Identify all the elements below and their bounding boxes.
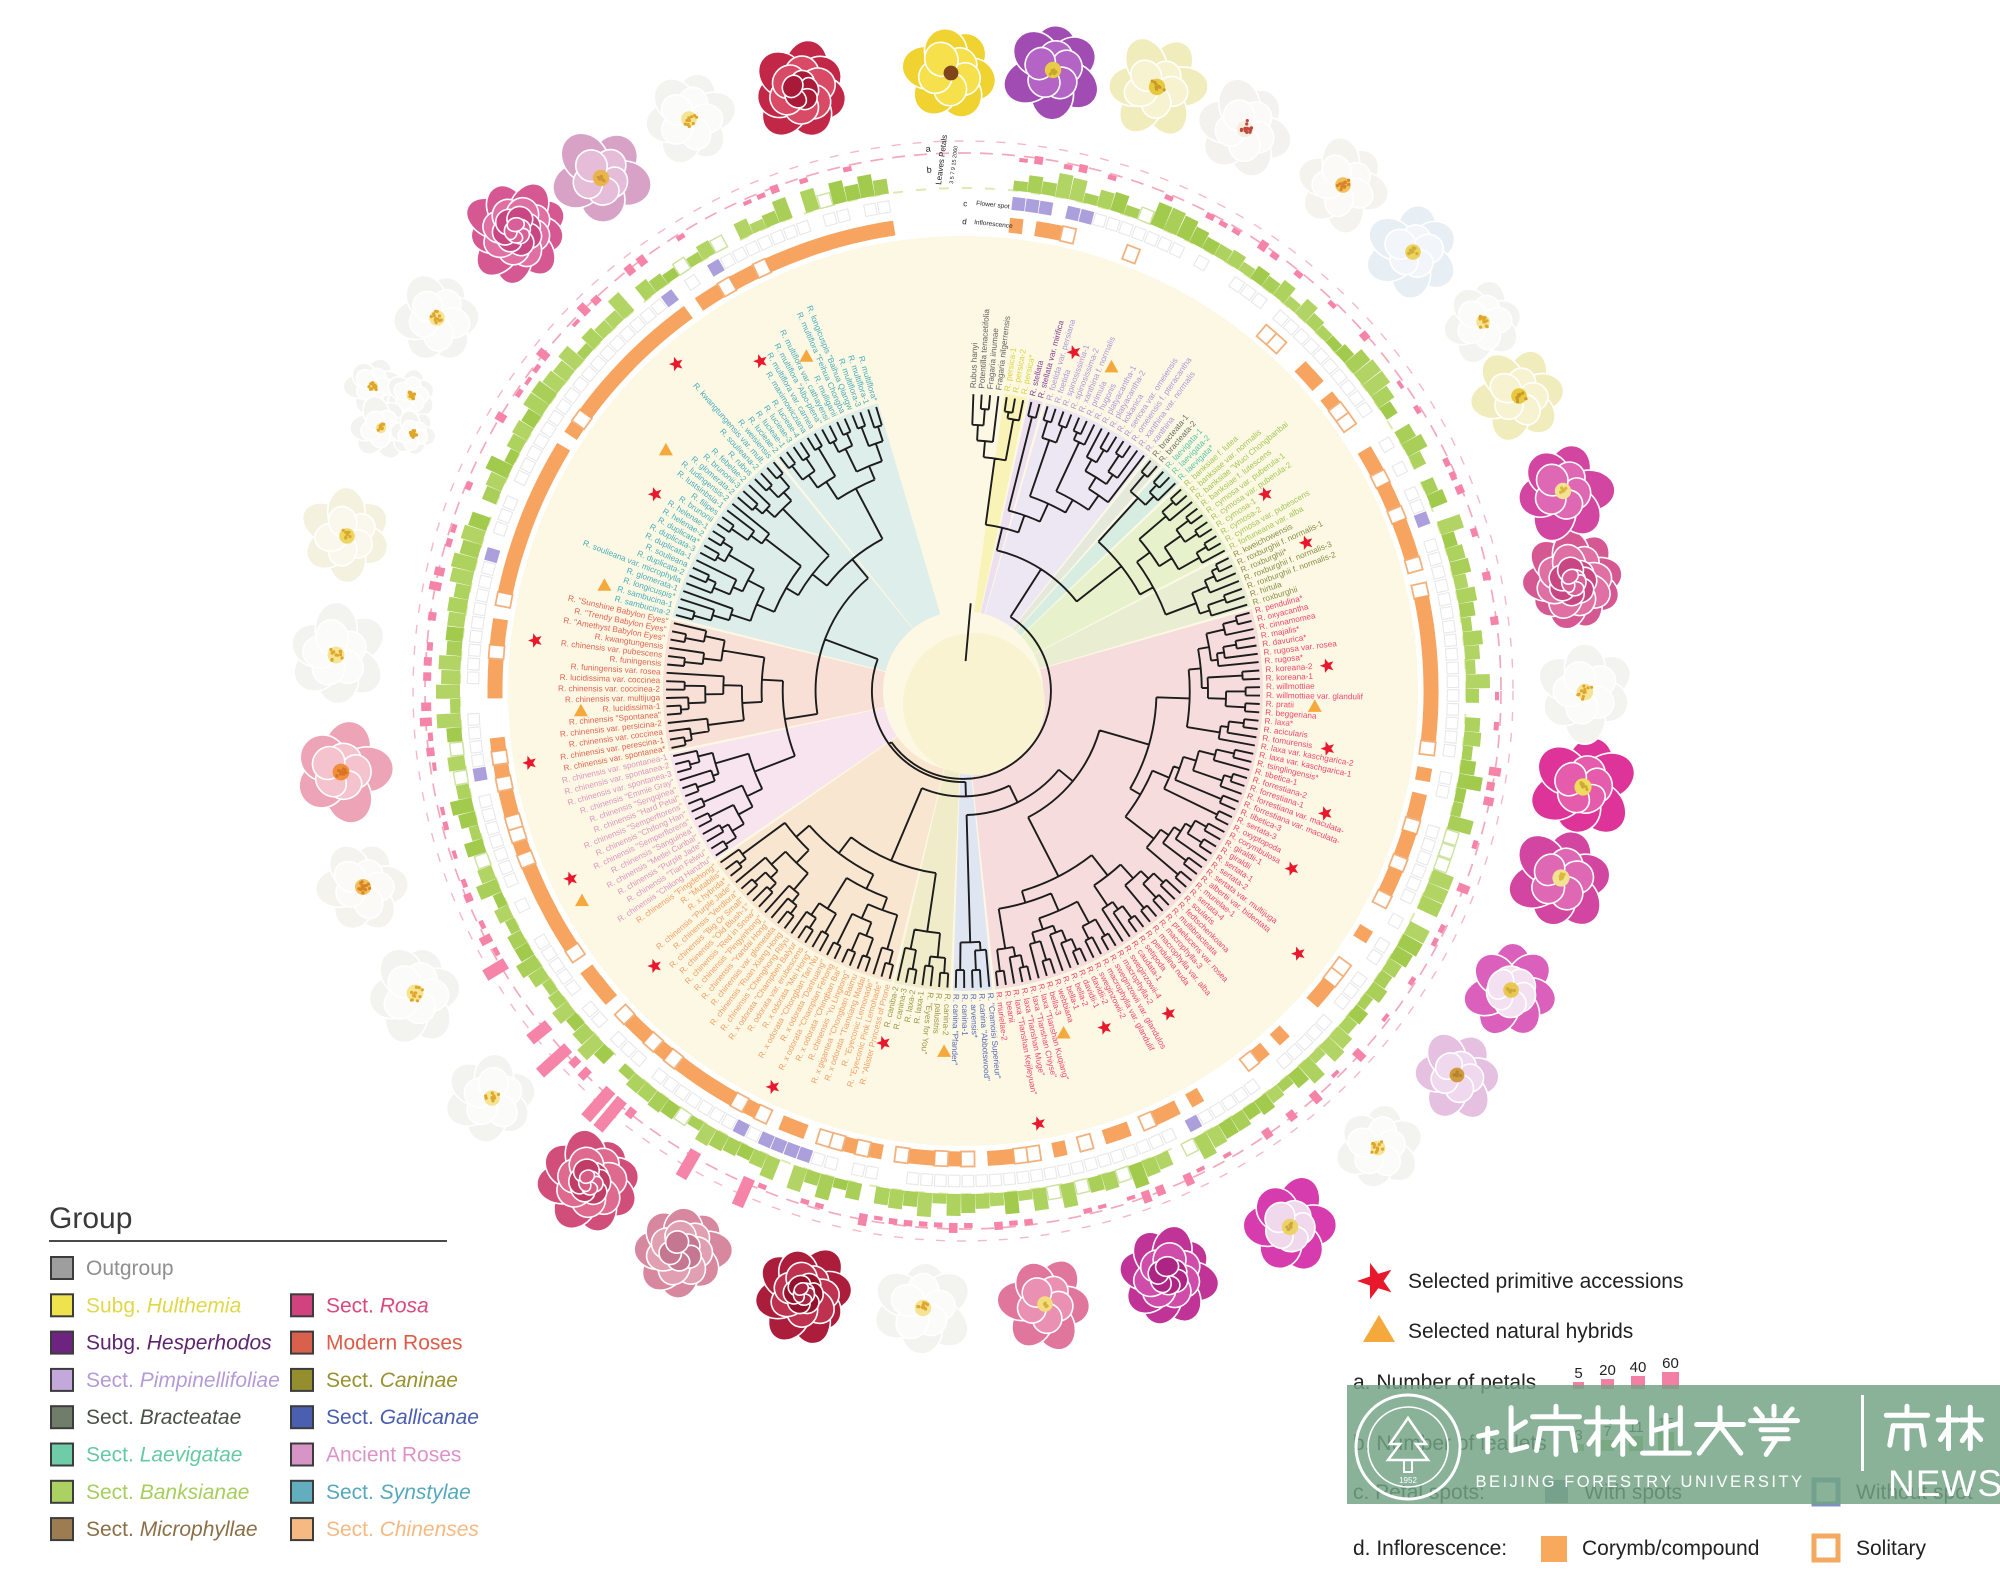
svg-text:Rubus hanyi: Rubus hanyi	[969, 342, 980, 388]
svg-text:Sect. Caninae: Sect. Caninae	[326, 1369, 458, 1392]
svg-text:R. lucidissima var. coccinea: R. lucidissima var. coccinea	[560, 673, 661, 685]
svg-text:Outgroup: Outgroup	[86, 1257, 174, 1280]
svg-text:R. pratii: R. pratii	[1266, 699, 1295, 709]
svg-text:R. rugosa*: R. rugosa*	[1264, 653, 1304, 666]
svg-text:R. arvensis*: R. arvensis*	[969, 994, 979, 1039]
svg-text:Corymb/compound: Corymb/compound	[1582, 1537, 1759, 1560]
svg-text:R. chinensis var. coccinea-2: R. chinensis var. coccinea-2	[558, 684, 660, 694]
svg-text:R. laxa*: R. laxa*	[1264, 716, 1294, 728]
svg-text:Sect. Synstylae: Sect. Synstylae	[326, 1481, 471, 1504]
svg-text:Sect. Chinenses: Sect. Chinenses	[326, 1518, 479, 1541]
svg-text:R. willmottiae var. glandulif: R. willmottiae var. glandulif	[1266, 691, 1364, 702]
svg-text:R. koreana-2: R. koreana-2	[1265, 662, 1313, 674]
svg-text:R. beggeriana: R. beggeriana	[1265, 708, 1317, 721]
svg-text:Group: Group	[49, 1202, 132, 1235]
svg-text:Flower spot: Flower spot	[976, 200, 1010, 210]
svg-text:20: 20	[1599, 1362, 1616, 1379]
svg-text:Subg. Hesperhodos: Subg. Hesperhodos	[86, 1332, 272, 1355]
svg-text:c: c	[963, 199, 968, 208]
svg-text:Inflorescence: Inflorescence	[974, 219, 1014, 230]
svg-text:Sect. Bracteatae: Sect. Bracteatae	[86, 1406, 241, 1429]
svg-text:d. Inflorescence:: d. Inflorescence:	[1353, 1537, 1507, 1560]
svg-text:Ancient Roses: Ancient Roses	[326, 1444, 461, 1467]
svg-text:d: d	[962, 217, 967, 226]
svg-text:R. chinensis var. multijuga: R. chinensis var. multijuga	[565, 693, 661, 704]
svg-text:Sect. Rosa: Sect. Rosa	[326, 1294, 429, 1317]
svg-text:BEIJING FORESTRY UNIVERSITY: BEIJING FORESTRY UNIVERSITY	[1475, 1473, 1804, 1491]
svg-text:Sect. Microphyllae: Sect. Microphyllae	[86, 1518, 258, 1541]
svg-text:5: 5	[1574, 1365, 1582, 1382]
svg-text:Selected primitive accessions: Selected primitive accessions	[1408, 1270, 1683, 1293]
svg-text:R. willmottiae: R. willmottiae	[1266, 682, 1315, 692]
svg-text:R. palustris: R. palustris	[931, 993, 943, 1035]
svg-text:b: b	[926, 164, 932, 175]
svg-text:3 5 7 9 15 2060: 3 5 7 9 15 2060	[949, 146, 960, 185]
svg-text:R. canina "Pfander": R. canina "Pfander"	[950, 994, 961, 1066]
svg-text:60: 60	[1662, 1355, 1679, 1372]
svg-text:R. canina-2: R. canina-2	[941, 993, 952, 1036]
svg-text:Sect. Banksianae: Sect. Banksianae	[86, 1481, 249, 1504]
svg-text:1952: 1952	[1399, 1476, 1417, 1485]
svg-text:R. lucidissima-1: R. lucidissima-1	[602, 702, 661, 714]
svg-text:Modern Roses: Modern Roses	[326, 1332, 463, 1355]
svg-text:40: 40	[1630, 1359, 1647, 1376]
svg-text:R. canina-1: R. canina-1	[960, 994, 969, 1036]
svg-text:Selected natural hybrids: Selected natural hybrids	[1408, 1320, 1633, 1343]
svg-text:Sect. Pimpinellifoliae: Sect. Pimpinellifoliae	[86, 1369, 280, 1392]
svg-text:Solitary: Solitary	[1856, 1537, 1927, 1560]
svg-text:NEWS: NEWS	[1888, 1463, 2000, 1504]
svg-text:Subg. Hulthemia: Subg. Hulthemia	[86, 1294, 241, 1317]
svg-text:R. koreana-1: R. koreana-1	[1266, 672, 1314, 683]
svg-text:Sect. Laevigatae: Sect. Laevigatae	[86, 1444, 242, 1467]
svg-text:a: a	[925, 143, 931, 154]
svg-text:Sect. Gallicanae: Sect. Gallicanae	[326, 1406, 479, 1429]
